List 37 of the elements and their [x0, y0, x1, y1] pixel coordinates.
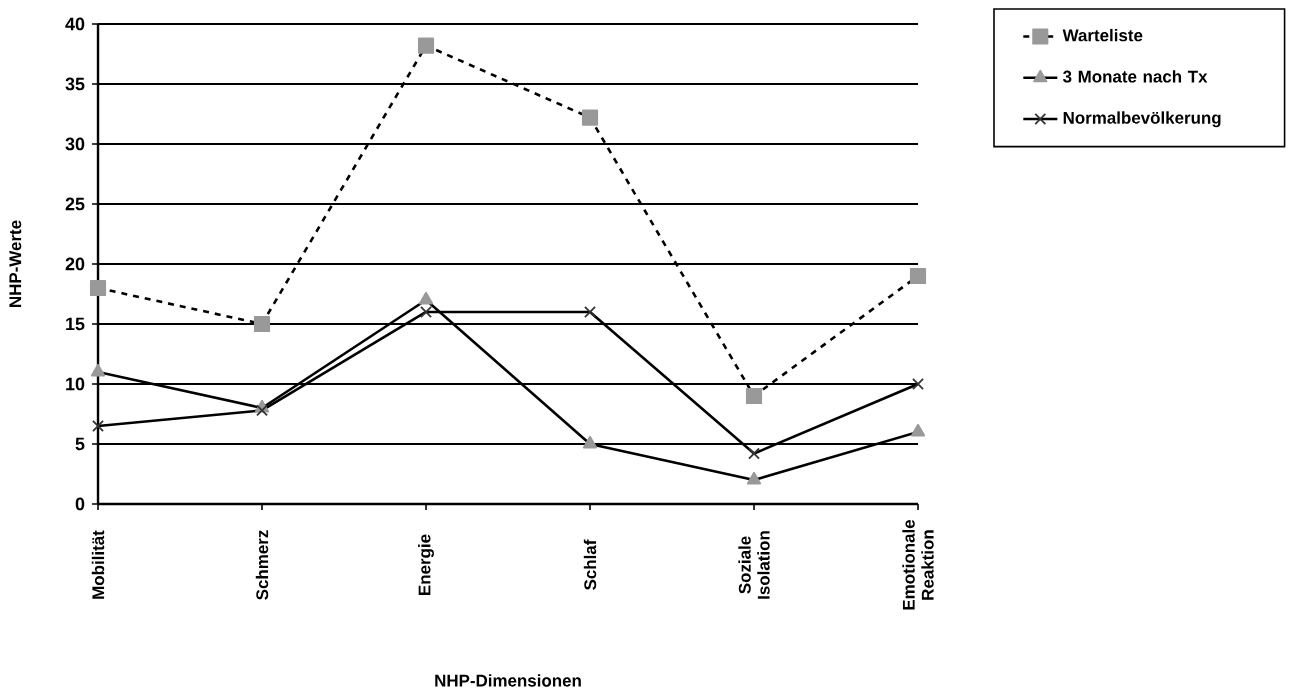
point: [582, 435, 598, 449]
point: [92, 419, 104, 432]
point: [909, 267, 927, 284]
y-tick-label: 5: [75, 437, 85, 451]
y-axis-title: NHP-Werte: [9, 220, 22, 307]
point: [90, 363, 106, 377]
point: [581, 109, 599, 126]
x-tick-label: Emotionale Reaktion: [902, 519, 934, 610]
point: [420, 305, 432, 318]
point: [253, 315, 271, 332]
y-tick-label: 15: [66, 317, 85, 331]
legend-label: Warteliste: [1062, 28, 1143, 42]
point: [256, 404, 268, 417]
y-tick-label: 30: [65, 137, 85, 151]
y-tick-label: 10: [66, 377, 85, 391]
point: [912, 377, 924, 390]
y-tick-label: 0: [75, 497, 85, 511]
point: [89, 279, 107, 296]
legend-label: 3 Monate nach Tx: [1062, 70, 1208, 83]
x-tick-label: Energie: [418, 534, 434, 595]
point: [748, 447, 760, 460]
point: [746, 471, 762, 485]
y-tick-label: 40: [65, 17, 85, 31]
point: [910, 423, 926, 437]
x-axis-title: NHP-Dimensionen: [435, 674, 581, 687]
x-tick-label: Schlaf: [583, 539, 597, 590]
x-tick-label: Schmerz: [255, 530, 269, 600]
point: [745, 387, 763, 404]
x-tick-label: Soziale Isolation: [738, 531, 770, 599]
y-tick-label: 20: [65, 257, 85, 271]
point: [417, 37, 435, 54]
x-tick-label: Mobilität: [91, 530, 105, 599]
point: [418, 291, 434, 305]
y-tick-label: 25: [65, 197, 85, 211]
y-tick-label: 35: [65, 77, 85, 91]
legend-label: Normalbevölkerung: [1063, 111, 1221, 128]
point: [584, 305, 596, 318]
